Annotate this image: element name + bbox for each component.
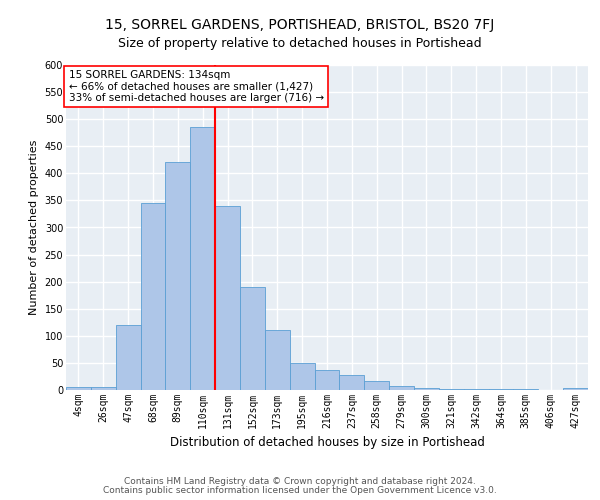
Bar <box>166 162 190 390</box>
Text: Size of property relative to detached houses in Portishead: Size of property relative to detached ho… <box>118 38 482 51</box>
Bar <box>439 389 464 390</box>
Text: Contains public sector information licensed under the Open Government Licence v3: Contains public sector information licen… <box>103 486 497 495</box>
Bar <box>314 370 340 390</box>
Bar <box>563 388 588 390</box>
Bar <box>340 375 364 390</box>
Text: 15, SORREL GARDENS, PORTISHEAD, BRISTOL, BS20 7FJ: 15, SORREL GARDENS, PORTISHEAD, BRISTOL,… <box>106 18 494 32</box>
Bar <box>240 287 265 390</box>
Bar <box>190 128 215 390</box>
Bar <box>364 381 389 390</box>
Bar <box>116 325 140 390</box>
Bar <box>265 330 290 390</box>
X-axis label: Distribution of detached houses by size in Portishead: Distribution of detached houses by size … <box>170 436 484 450</box>
Bar <box>91 388 116 390</box>
Y-axis label: Number of detached properties: Number of detached properties <box>29 140 39 315</box>
Bar <box>215 206 240 390</box>
Bar <box>414 388 439 390</box>
Bar <box>66 388 91 390</box>
Bar <box>140 203 166 390</box>
Text: 15 SORREL GARDENS: 134sqm
← 66% of detached houses are smaller (1,427)
33% of se: 15 SORREL GARDENS: 134sqm ← 66% of detac… <box>68 70 324 103</box>
Bar <box>389 386 414 390</box>
Bar <box>290 363 314 390</box>
Text: Contains HM Land Registry data © Crown copyright and database right 2024.: Contains HM Land Registry data © Crown c… <box>124 477 476 486</box>
